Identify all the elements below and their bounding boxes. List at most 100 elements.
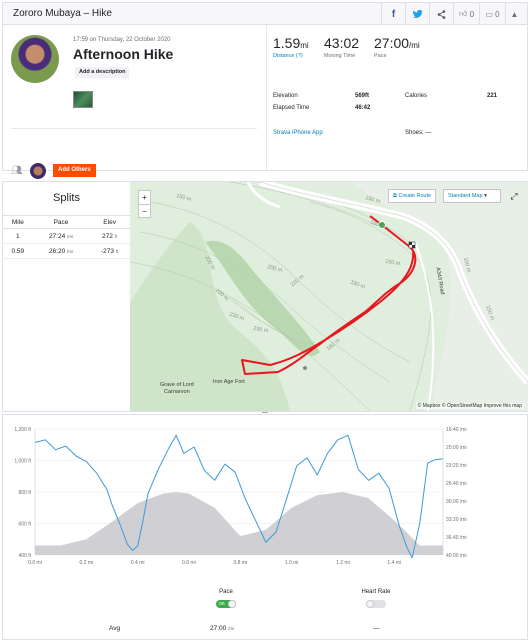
y-left-tick-label: 400 ft [18,553,31,559]
split-pace: 26:20 /mi [32,243,90,259]
y-left-tick-label: 800 ft [18,490,31,496]
x-tick-label: 1.0 mi [285,560,299,565]
pace-line [34,434,444,559]
activity-photo[interactable] [73,91,93,108]
y-left-tick-label: 1,000 ft [14,459,31,465]
splits-table: Mile Pace Elev 1 27:24 /mi 272 ft 0.59 2… [3,215,130,259]
elevation-value: 569ft [355,93,370,99]
y-left-tick-label: 600 ft [18,522,31,528]
table-row: 0.59 26:20 /mi -273 ft [3,243,130,259]
elevation-pace-chart[interactable]: 1,200 ft 1,000 ft 800 ft 600 ft 400 ft 16:40 … [3,415,529,565]
shoes-info: Shoes: — [405,130,432,136]
x-tick-label: 0.4 mi [131,560,145,565]
table-row: 1 27:24 /mi 272 ft [3,228,130,244]
avg-heart-rate: — [373,625,380,632]
stat-pace: 27:00/mi Pace [374,35,420,59]
route-start-marker [378,221,386,229]
activity-title: Afternoon Hike [73,46,174,62]
create-route-label: Create Route [398,193,432,199]
split-elev: -273 ft [89,243,130,259]
x-tick-label: 0.2 mi [80,560,94,565]
athlete-avatar[interactable] [11,35,59,83]
route-map[interactable]: Grave of Lord Carnarvon Iron Age Fort A3… [130,182,528,411]
map-landmark-dot [303,366,307,370]
zoom-out-button[interactable]: − [139,204,150,217]
divider [266,25,267,170]
heart-rate-toggle[interactable] [366,600,386,608]
legend-heart-rate-label: Heart Rate [361,589,391,595]
map-style-label: Standard Map [448,193,483,199]
kudos-button[interactable]: 👍︎ 0 [453,3,479,25]
y-right-tick-label: 36:40 /mi [446,535,467,541]
avg-label: Avg [109,625,121,632]
expand-map-icon[interactable]: ⤢ [510,191,518,201]
pace-toggle[interactable]: on [216,600,236,608]
x-tick-label: 1.4 mi [387,560,401,565]
splits-header-pace: Pace [32,215,90,229]
y-right-tick-label: 26:40 /mi [446,481,467,487]
distance-unit: mi [300,41,309,50]
create-route-button[interactable]: ⧉ Create Route [388,189,437,203]
map-woodland [205,240,320,356]
calories-value: 221 [487,93,498,99]
moving-time-label: Moving Time [324,53,356,59]
pace-value: 27:00 [374,35,410,51]
y-left-tick-label: 1,200 ft [14,427,31,433]
map-style-select[interactable]: Standard Map ▾ [443,189,501,203]
map-label-grave: Grave of Lord Carnarvon [160,382,194,395]
collapse-icon[interactable]: ▲ [505,3,523,25]
add-others-button[interactable]: Add Others [53,164,96,177]
distance-value: 1.59 [273,35,301,51]
map-zoom-control: + − [138,190,151,218]
share-icon[interactable] [429,3,453,25]
device-link[interactable]: Strava iPhone App [273,130,323,136]
y-right-tick-label: 40:00 /mi [446,553,467,559]
route-icon: ⧉ [393,193,397,199]
map-road-edge [259,182,528,383]
y-right-tick-label: 30:00 /mi [446,499,467,505]
map-label-fort: Iron Age Fort [213,379,245,385]
activity-summary: 17:59 on Thursday, 22 October 2020 After… [2,25,528,179]
elapsed-value: 46:42 [355,105,371,111]
stat-moving-time: 43:02 Moving Time [324,35,359,59]
legend-pace: Pace on [206,589,246,610]
activity-date: 17:59 on Thursday, 22 October 2020 [73,37,171,43]
pace-unit: /mi [409,41,420,50]
legend-pace-label: Pace [219,589,233,595]
athlete-small-avatar[interactable] [30,163,46,179]
route-line [241,215,417,375]
stat-distance: 1.59mi Distance (?) [273,35,309,59]
x-tick-label: 1.2 mi [336,560,350,565]
add-description-button[interactable]: Add a description [75,67,130,78]
pace-label: Pace [374,53,387,59]
x-tick-label: 0.6 mi [182,560,196,565]
analysis-chart-panel: 1,200 ft 1,000 ft 800 ft 600 ft 400 ft 16:40 … [2,414,528,640]
twitter-icon[interactable] [405,3,429,25]
page-title: Zororo Mubaya – Hike [13,8,112,19]
moving-time-value: 43:02 [324,35,360,51]
facebook-icon[interactable]: f [381,3,405,25]
map-field [350,182,528,411]
comments-count: 0 [495,9,500,19]
legend-heart-rate: Heart Rate [353,589,399,610]
splits-title: Splits [53,192,80,204]
people-icon: 👥︎ [11,165,23,175]
thumbs-up-icon: 👍︎ [458,9,468,18]
comments-button[interactable]: ▭ 0 [479,3,505,25]
divider [11,128,257,129]
activity-header: Zororo Mubaya – Hike f 👍︎ 0 ▭ 0 ▲ [2,2,528,25]
map-attribution[interactable]: © Mapbox © OpenStreetMap Improve this ma… [415,403,524,409]
x-tick-label: 0.8 mi [233,560,247,565]
x-tick-label: 0.0 mi [28,560,42,565]
zoom-in-button[interactable]: + [142,193,147,202]
splits-header-elev: Elev [89,215,130,229]
elapsed-label: Elapsed Time [273,105,310,111]
splits-map-panel: Splits Mile Pace Elev 1 27:24 /mi 272 ft… [2,181,528,412]
split-elev: 272 ft [89,228,130,244]
map-path [246,182,281,209]
split-mile: 1 [3,228,33,244]
distance-label[interactable]: Distance (?) [273,53,303,59]
elevation-label: Elevation [273,93,298,99]
y-right-tick-label: 33:20 /mi [446,517,467,523]
elevation-area [35,492,443,555]
